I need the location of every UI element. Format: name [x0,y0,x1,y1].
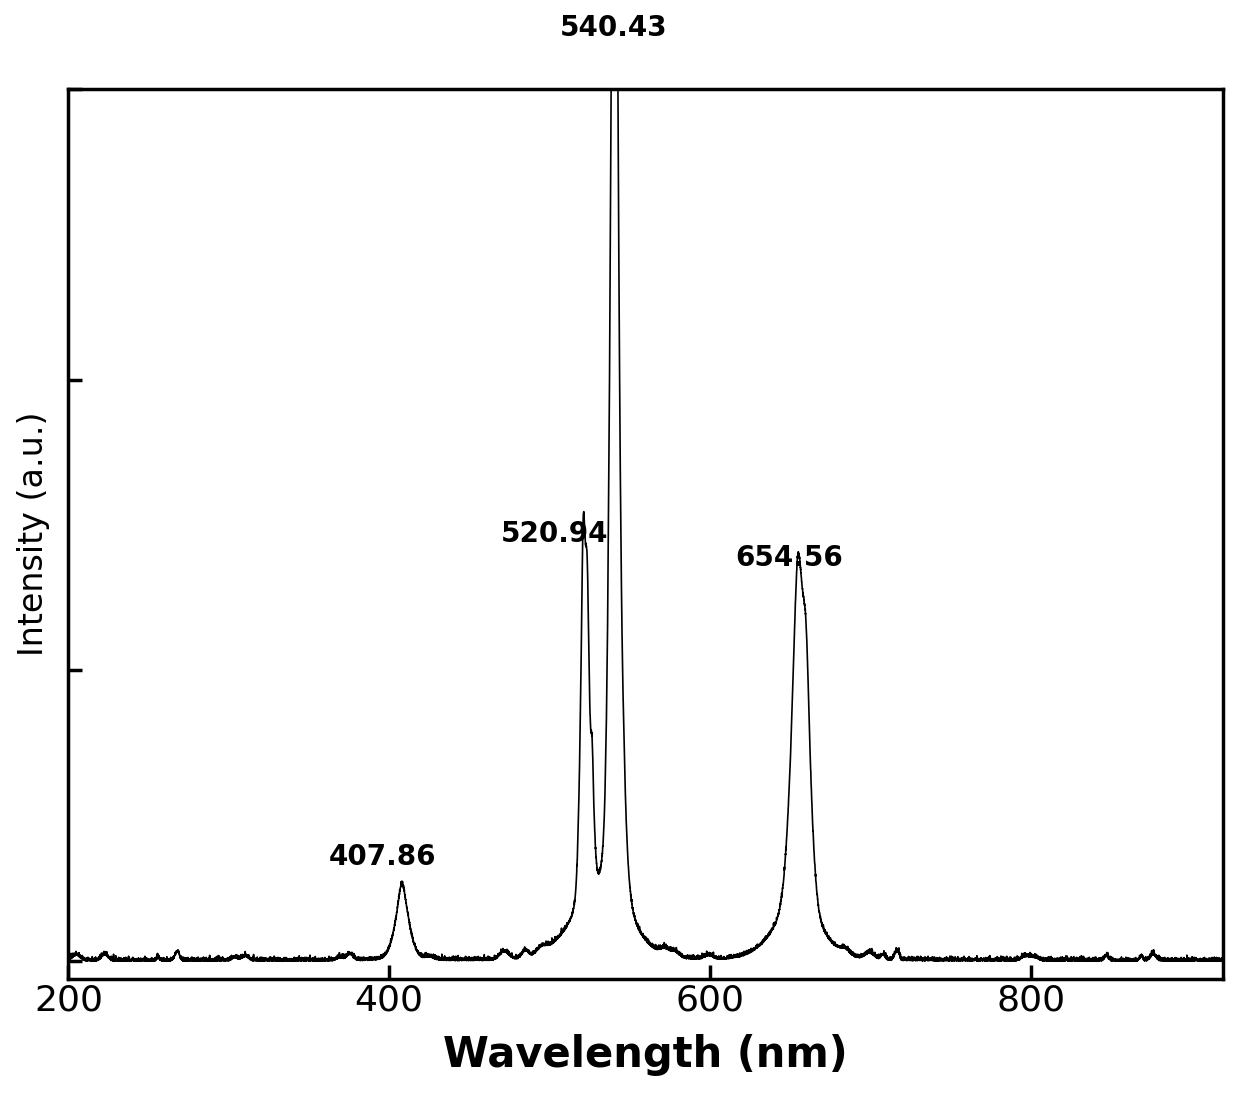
Text: 407.86: 407.86 [329,843,436,871]
Text: 520.94: 520.94 [501,520,608,549]
Text: 540.43: 540.43 [560,14,667,43]
Y-axis label: Intensity (a.u.): Intensity (a.u.) [16,411,50,656]
Text: 654.56: 654.56 [735,543,842,572]
X-axis label: Wavelength (nm): Wavelength (nm) [444,1034,848,1077]
